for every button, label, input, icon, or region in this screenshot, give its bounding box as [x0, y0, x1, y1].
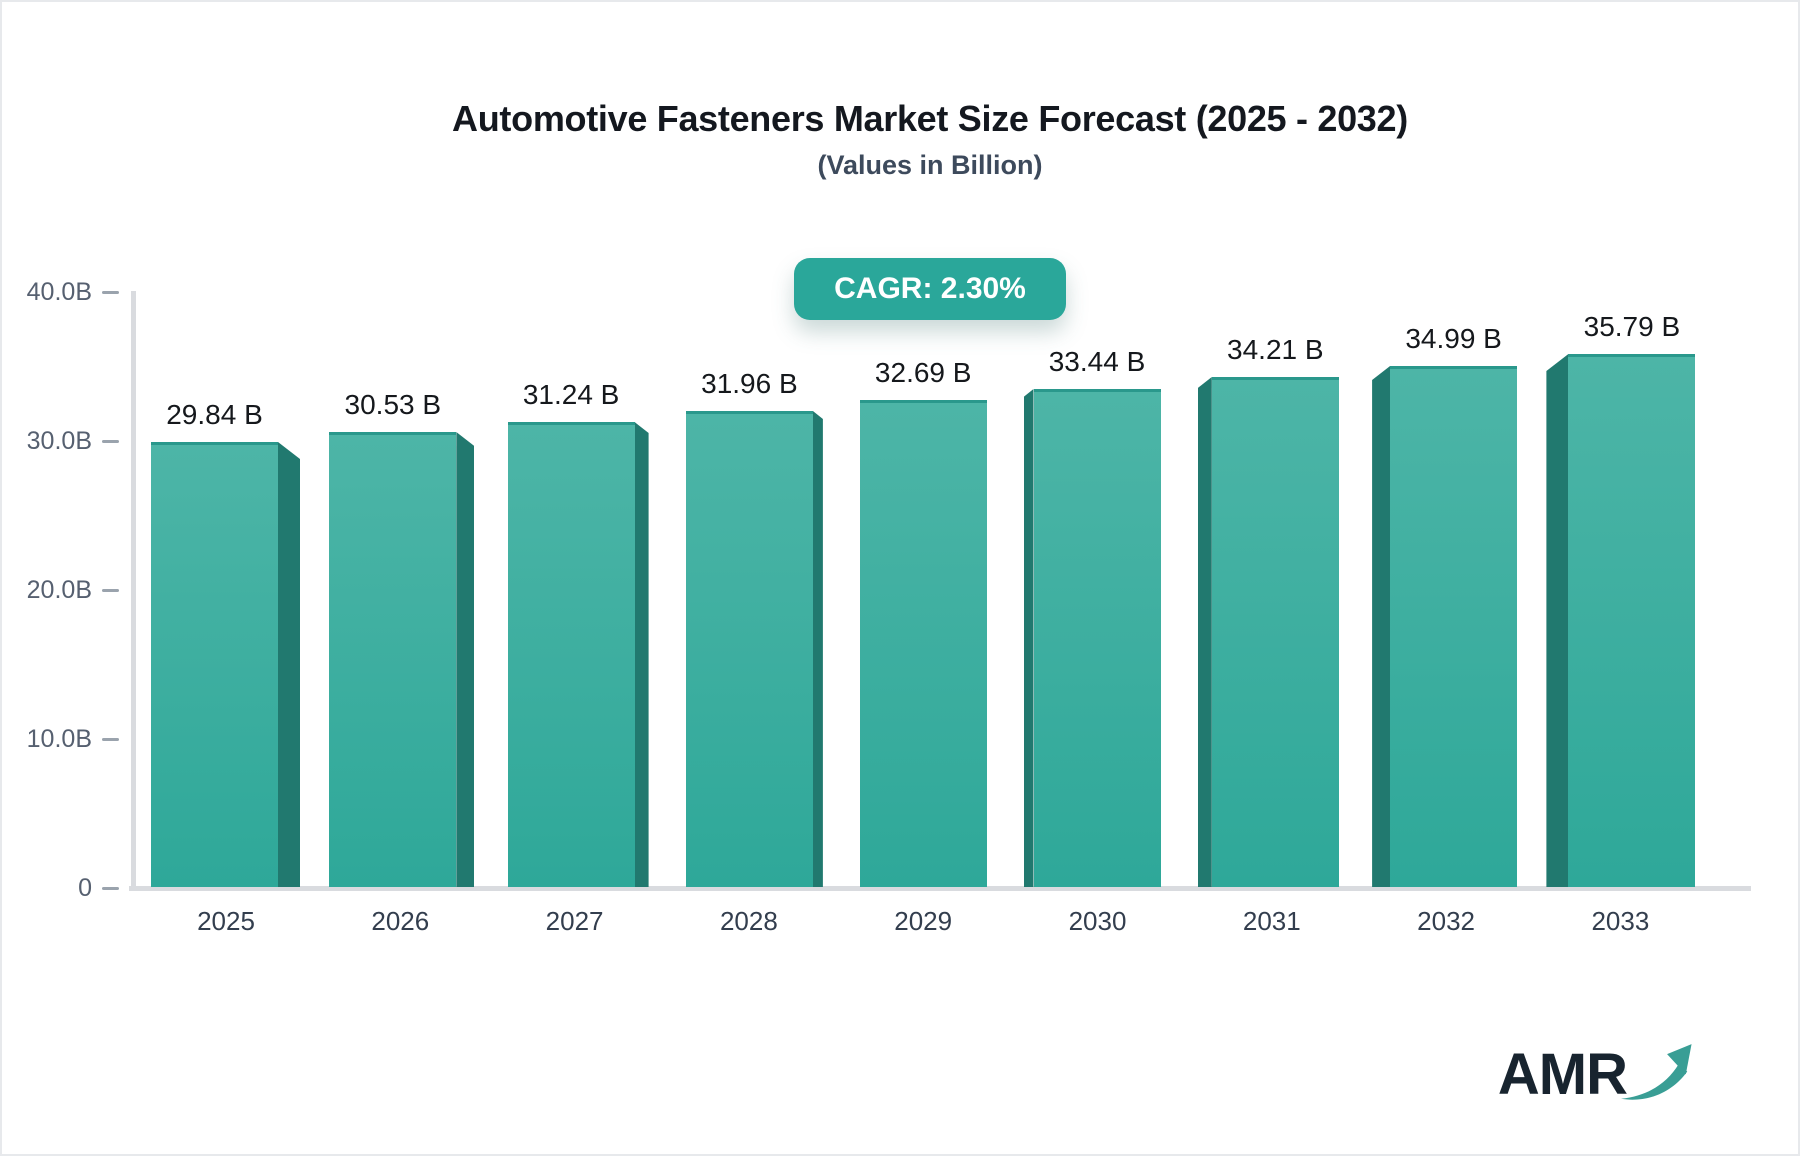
x-axis-category-label: 2025 — [197, 906, 255, 936]
bar-3d-side-face — [1546, 354, 1569, 887]
x-axis-category-label: 2032 — [1417, 906, 1476, 936]
bar — [1211, 377, 1339, 887]
y-axis-tick — [102, 886, 119, 890]
bar-value-label: 32.69 B — [874, 357, 972, 388]
y-axis-tick — [102, 290, 119, 294]
x-axis-line — [129, 886, 1751, 891]
bar-value-label: 35.79 B — [1583, 311, 1681, 342]
bar-3d-side-face — [1197, 377, 1212, 887]
bar-value-label: 30.53 B — [344, 389, 442, 420]
x-axis-category-label: 2030 — [1068, 906, 1127, 936]
bar-3d-side-face — [278, 442, 300, 887]
bar — [1568, 354, 1696, 887]
amr-logo-text: AMR — [1497, 1041, 1628, 1107]
amr-logo: AMR — [1498, 1034, 1693, 1114]
amr-logo-arrow-icon — [1621, 1044, 1692, 1100]
x-axis-category-label: 2028 — [719, 906, 778, 936]
bar-value-label: 33.44 B — [1048, 346, 1146, 377]
y-axis-tick — [102, 737, 119, 741]
cagr-badge: CAGR: 2.30% — [794, 258, 1066, 320]
bar-3d-side-face — [1023, 389, 1034, 887]
y-axis-line — [131, 291, 136, 891]
x-axis-category-label: 2031 — [1242, 906, 1301, 936]
bar — [1390, 366, 1518, 887]
bar — [507, 422, 635, 887]
bar — [859, 400, 987, 887]
y-axis-tick-label: 30.0B — [26, 427, 92, 455]
y-axis-tick-label: 20.0B — [26, 576, 92, 604]
y-axis-tick-label: 40.0B — [26, 278, 92, 306]
y-axis-tick — [102, 588, 119, 592]
y-axis-tick-label: 0 — [78, 874, 92, 902]
bar — [685, 411, 813, 887]
bar-3d-side-face — [812, 411, 823, 887]
bar-value-label: 29.84 B — [166, 399, 263, 430]
bar-3d-side-face — [634, 422, 649, 887]
bar — [1033, 389, 1161, 887]
y-axis-tick — [102, 439, 119, 443]
y-axis-tick-label: 10.0B — [26, 725, 92, 753]
x-axis-category-label: 2029 — [894, 906, 953, 936]
x-axis-category-label: 2033 — [1591, 906, 1650, 936]
bar-value-label: 31.24 B — [522, 379, 620, 410]
bar — [329, 432, 457, 887]
cagr-badge-row: CAGR: 2.30% — [62, 258, 1798, 320]
chart-title: Automotive Fasteners Market Size Forecas… — [452, 98, 1408, 139]
bar-3d-side-face — [1372, 366, 1391, 887]
x-axis-category-label: 2027 — [545, 906, 604, 936]
x-axis-category-label: 2026 — [371, 906, 430, 936]
bar-value-label: 34.99 B — [1405, 323, 1502, 354]
bar-value-label: 31.96 B — [701, 368, 798, 399]
bar-value-label: 34.21 B — [1227, 334, 1324, 365]
bar-3d-side-face — [456, 432, 475, 887]
chart-subtitle: (Values in Billion) — [817, 150, 1043, 180]
bar — [151, 442, 278, 887]
